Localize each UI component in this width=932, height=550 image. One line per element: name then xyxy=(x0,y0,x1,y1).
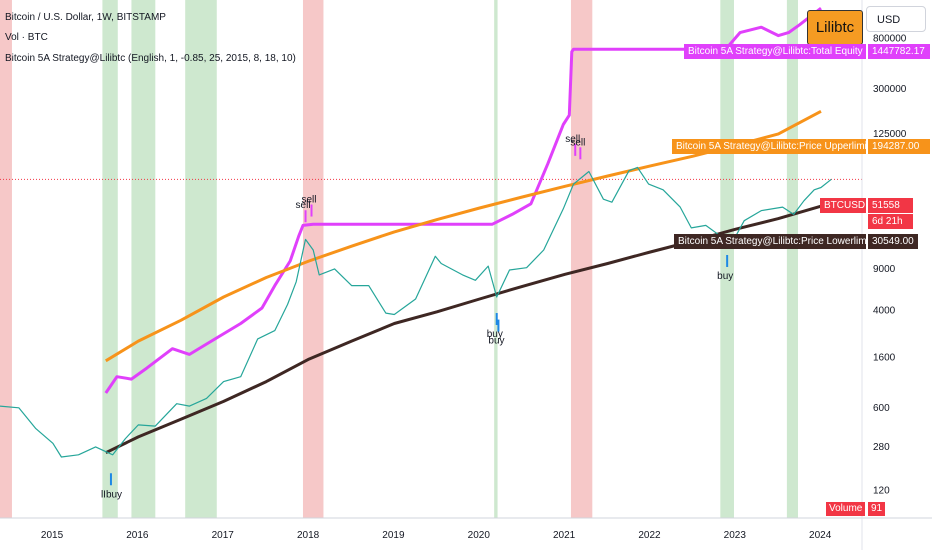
volume-label-tag: Volume xyxy=(826,502,866,516)
y-tick-label: 800000 xyxy=(873,34,907,45)
equity-series-label: Bitcoin 5A Strategy@Lilibtc:Total Equity xyxy=(684,44,866,59)
x-tick-label: 2017 xyxy=(212,530,235,541)
volume-value-tag: 91 xyxy=(868,502,886,516)
y-tick-label: 280 xyxy=(873,442,890,453)
buy-zone-band xyxy=(102,0,118,518)
bar-countdown-tag: 6d 21h xyxy=(868,214,913,229)
currency-selector[interactable]: USD xyxy=(866,6,926,32)
buy-marker-label: lIbuy xyxy=(101,489,122,500)
x-tick-label: 2021 xyxy=(553,530,576,541)
y-tick-label: 1600 xyxy=(873,352,896,363)
x-tick-label: 2015 xyxy=(41,530,64,541)
y-tick-label: 600 xyxy=(873,403,890,414)
symbol-title[interactable]: Bitcoin / U.S. Dollar, 1W, BITSTAMP xyxy=(5,12,166,23)
buy-zone-band xyxy=(494,0,498,518)
x-tick-label: 2022 xyxy=(638,530,661,541)
x-tick-label: 2024 xyxy=(809,530,832,541)
price-symbol-tag: BTCUSD xyxy=(820,198,866,213)
x-tick-label: 2023 xyxy=(724,530,747,541)
buy-marker-label: buy xyxy=(487,329,503,340)
y-tick-label: 300000 xyxy=(873,84,907,95)
series-line-upper xyxy=(105,109,822,363)
sell-marker-label: sell xyxy=(570,137,585,148)
y-tick-label: 125000 xyxy=(873,129,907,140)
equity-value-tag: 1447782.17 xyxy=(868,44,930,59)
sell-marker-label: sell xyxy=(302,195,317,206)
sell-marker-label: sell xyxy=(296,200,311,211)
x-tick-label: 2016 xyxy=(126,530,149,541)
last-price-tag: 51558 xyxy=(868,198,913,213)
series-line-up_candle xyxy=(0,166,832,458)
lilibtc-logo: Lilibtc xyxy=(807,10,863,45)
buy-marker-label: buy xyxy=(717,271,733,282)
buy-marker-label: buy xyxy=(488,336,504,347)
x-tick-label: 2019 xyxy=(382,530,405,541)
y-tick-label: 120 xyxy=(873,485,890,496)
sell-marker-label: sell xyxy=(565,134,580,145)
upperlimit-value-tag: 194287.00 xyxy=(868,139,930,154)
buy-zone-band xyxy=(185,0,217,518)
volume-indicator-label[interactable]: Vol · BTC xyxy=(5,32,48,43)
lowerlimit-value-tag: 30549.00 xyxy=(868,234,918,249)
lowerlimit-series-label: Bitcoin 5A Strategy@Lilibtc:Price Lowerl… xyxy=(674,234,872,249)
sell-zone-band xyxy=(0,0,12,518)
buy-zone-band xyxy=(131,0,156,518)
upperlimit-series-label: Bitcoin 5A Strategy@Lilibtc:Price Upperl… xyxy=(672,139,870,154)
y-tick-label: 9000 xyxy=(873,264,896,275)
x-tick-label: 2018 xyxy=(297,530,320,541)
sell-zone-band xyxy=(570,0,593,518)
strategy-indicator-label[interactable]: Bitcoin 5A Strategy@Lilibtc (English, 1,… xyxy=(5,53,296,64)
buy-zone-band xyxy=(786,0,798,518)
x-tick-label: 2020 xyxy=(468,530,491,541)
series-line-equity xyxy=(104,7,822,394)
y-tick-label: 4000 xyxy=(873,305,896,316)
